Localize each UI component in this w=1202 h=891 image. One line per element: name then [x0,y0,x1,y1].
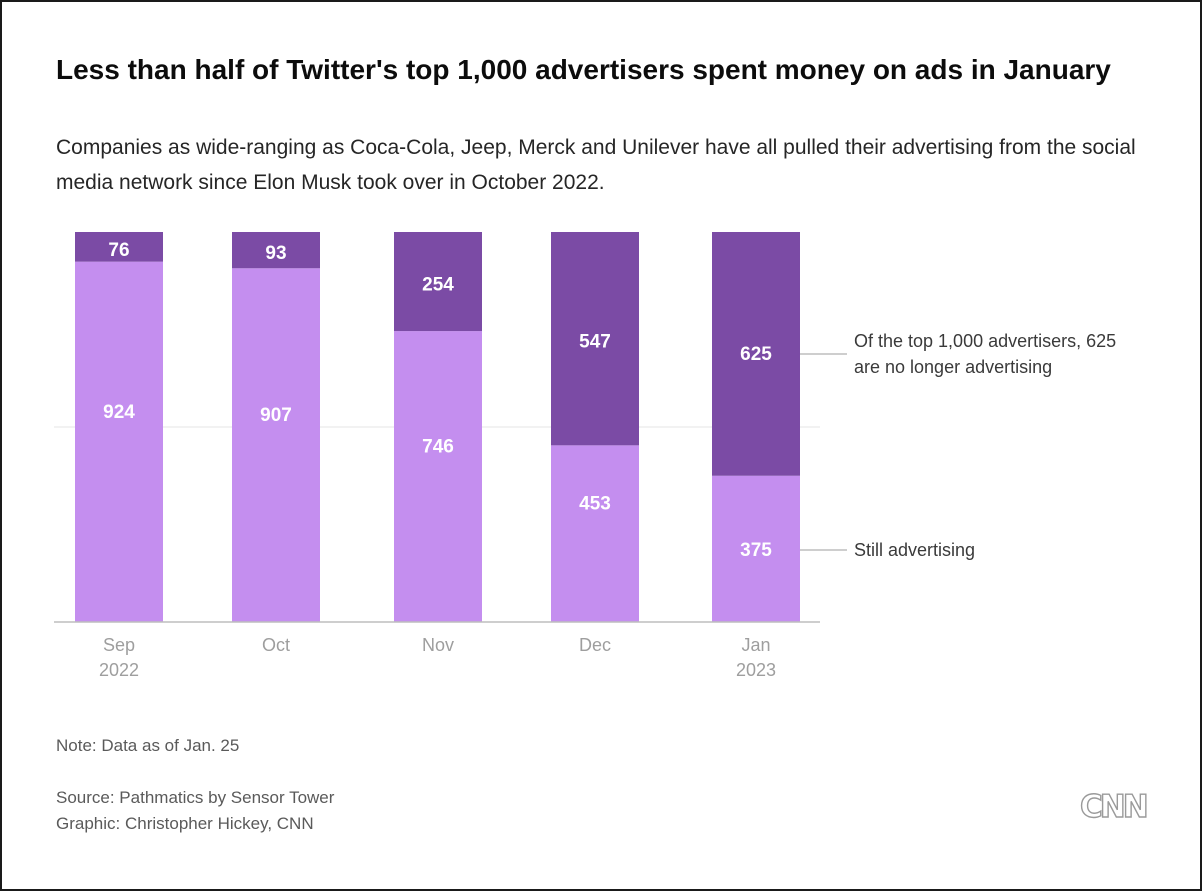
data-label-no-longer-advertising: 76 [108,240,129,261]
x-tick-label: Dec [579,635,611,655]
bar-still-advertising [232,268,320,622]
source-credit: Source: Pathmatics by Sensor Tower [56,788,335,807]
cnn-logo: CNN [1079,788,1149,825]
data-label-no-longer-advertising: 625 [740,344,772,365]
x-tick-label: Jan [741,635,770,655]
data-label-no-longer-advertising: 547 [579,332,611,353]
annotation-no-longer-advertising: are no longer advertising [854,357,1052,377]
data-label-no-longer-advertising: 254 [422,275,454,296]
annotation-no-longer-advertising: Of the top 1,000 advertisers, 625 [854,331,1116,351]
chart-subtitle: Companies as wide-ranging as Coca-Cola, … [56,136,1136,194]
data-label-still-advertising: 375 [740,540,772,561]
stacked-bar-chart: 924 76 Sep 2022 907 93 Oct 746 254 Nov 453 547 Dec 37… [54,232,1116,680]
data-label-still-advertising: 924 [103,402,135,423]
bar-no-longer-advertising [712,232,800,476]
bar-no-longer-advertising [551,232,639,446]
x-tick-label: 2023 [736,660,776,680]
data-label-still-advertising: 746 [422,437,454,458]
data-label-no-longer-advertising: 93 [265,243,286,264]
bar-no-longer-advertising [75,232,163,262]
data-label-still-advertising: 453 [579,494,611,515]
x-tick-label: 2022 [99,660,139,680]
chart-title: Less than half of Twitter's top 1,000 ad… [56,54,1111,85]
x-tick-label: Sep [103,635,135,655]
bar-no-longer-advertising [232,232,320,269]
bar-still-advertising [75,261,163,622]
footnote: Note: Data as of Jan. 25 [56,736,240,755]
graphic-credit: Graphic: Christopher Hickey, CNN [56,814,314,833]
x-tick-label: Oct [262,635,290,655]
data-label-still-advertising: 907 [260,405,292,426]
annotation-still-advertising: Still advertising [854,540,975,560]
x-tick-label: Nov [422,635,454,655]
bar-no-longer-advertising [394,232,482,332]
bar-still-advertising [551,445,639,622]
bar-still-advertising [394,331,482,622]
bar-still-advertising [712,475,800,622]
